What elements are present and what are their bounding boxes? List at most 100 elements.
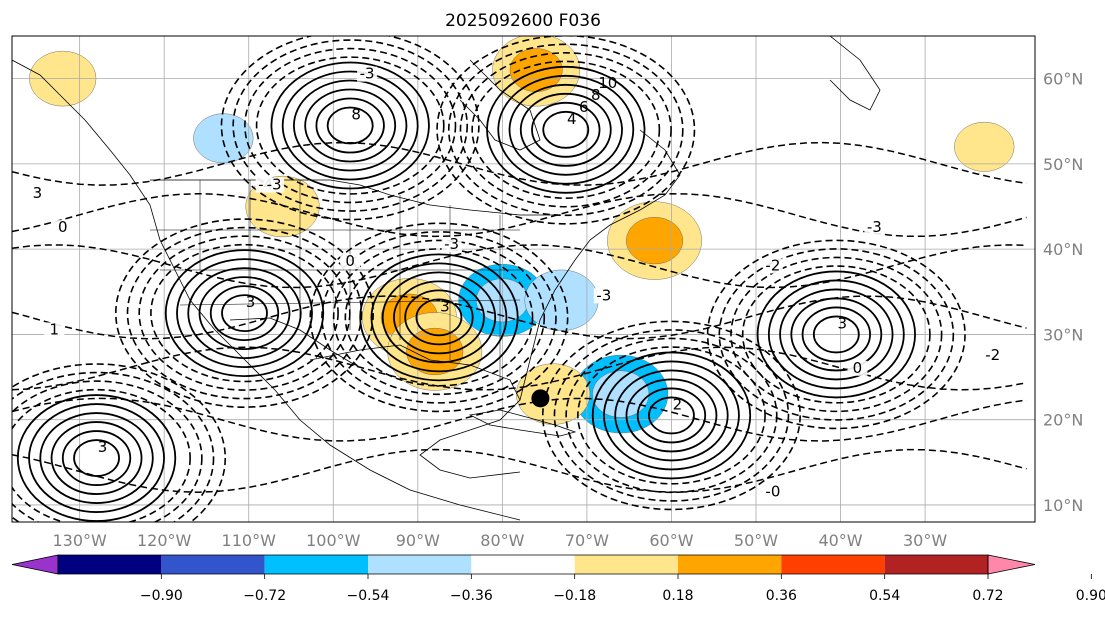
us-mexico-border bbox=[229, 317, 356, 366]
shaded-level bbox=[516, 363, 591, 425]
contour-line-dashed bbox=[126, 226, 363, 400]
contour-line-solid bbox=[531, 101, 601, 158]
markers-layer bbox=[531, 389, 550, 408]
lon-tick-label: 120°W bbox=[137, 531, 192, 550]
contour-value-label: -3 bbox=[867, 218, 882, 236]
colorbar-bin bbox=[471, 555, 575, 574]
contour-value-label: -3 bbox=[360, 65, 375, 83]
contour-line-dashed bbox=[115, 218, 374, 408]
contour-label-bg bbox=[264, 177, 285, 193]
contour-line-solid bbox=[779, 288, 894, 381]
contour-value-label: 3 bbox=[838, 314, 848, 332]
lat-tick-label: 40°N bbox=[1043, 240, 1083, 259]
contour-line-dashed bbox=[12, 448, 1027, 493]
contour-value-label: 10 bbox=[598, 74, 617, 92]
lat-tick-label: 50°N bbox=[1043, 155, 1083, 174]
colorbar-bin bbox=[161, 555, 265, 574]
contour-value-label: 0 bbox=[58, 218, 68, 236]
contour-line-solid bbox=[614, 369, 729, 462]
contour-line-solid bbox=[221, 294, 268, 333]
contour-value-label: 3 bbox=[98, 438, 108, 456]
shaded-level bbox=[626, 217, 684, 265]
contour-line-dashed bbox=[447, 43, 684, 217]
lat-tick-label: 10°N bbox=[1043, 496, 1083, 515]
storm-center-marker bbox=[531, 389, 550, 408]
contour-value-label: -2 bbox=[985, 346, 1000, 364]
contour-line-solid bbox=[315, 97, 385, 154]
contour-line-dashed bbox=[12, 388, 191, 522]
contour-line-solid bbox=[381, 271, 497, 364]
contour-line-solid bbox=[603, 360, 740, 471]
contour-line-dashed bbox=[138, 235, 351, 391]
colorbar-tick-label: −0.72 bbox=[243, 588, 286, 604]
contour-line-solid bbox=[812, 315, 860, 354]
colorbar-tick-label: 0.54 bbox=[869, 588, 900, 604]
contour-line-dashed bbox=[741, 265, 931, 404]
coastlines-and-borders bbox=[12, 36, 881, 521]
gulf-coastline bbox=[309, 344, 521, 479]
contour-lines-layer bbox=[12, 36, 1027, 522]
contour-line-dashed bbox=[730, 256, 943, 413]
contour-system bbox=[309, 222, 569, 413]
contour-system bbox=[706, 239, 966, 430]
contour-value-label: -0 bbox=[765, 482, 780, 500]
contour-label-bg bbox=[27, 186, 48, 201]
contour-line-dashed bbox=[553, 329, 790, 502]
contour-value-label: 2 bbox=[673, 395, 683, 413]
contour-line-solid bbox=[176, 258, 313, 369]
contour-system bbox=[115, 218, 374, 408]
lat-tick-label: 60°N bbox=[1043, 70, 1083, 89]
lon-tick-label: 30°W bbox=[903, 531, 947, 550]
contour-line-solid bbox=[497, 74, 635, 185]
contour-label-bg bbox=[982, 348, 1003, 363]
colorbar-bin bbox=[678, 555, 782, 574]
lon-tick-label: 60°W bbox=[649, 531, 693, 550]
contour-line-solid bbox=[16, 394, 177, 522]
contour-line-solid bbox=[486, 65, 646, 194]
shaded-anomaly-region bbox=[607, 201, 702, 280]
colorbar-tick-label: 0.90 bbox=[1076, 588, 1105, 604]
contour-line-solid bbox=[198, 276, 291, 351]
colorbar-bin bbox=[264, 555, 368, 574]
contour-line-solid bbox=[164, 249, 325, 378]
colorbar-tick-label: −0.36 bbox=[450, 588, 493, 604]
contour-line-dashed bbox=[12, 397, 1027, 442]
contour-label-bg bbox=[44, 322, 65, 338]
shaded-anomaly-region bbox=[954, 121, 1015, 172]
contour-line-solid bbox=[404, 289, 474, 346]
contour-value-label: 3 bbox=[33, 184, 43, 202]
colorbar-bin bbox=[884, 555, 988, 574]
colorbar-tick-label: 0.36 bbox=[766, 588, 797, 604]
colorbar-tick-label: −0.90 bbox=[140, 588, 183, 604]
contour-line-solid bbox=[73, 439, 120, 477]
cuba-outline bbox=[468, 409, 577, 437]
us-canada-border bbox=[150, 179, 560, 216]
latitude-tick-labels: 10°N 20°N 30°N 40°N 50°N 60°N bbox=[1043, 70, 1083, 515]
contour-line-dashed bbox=[459, 52, 672, 208]
colorbar-tick-label: 0.72 bbox=[972, 588, 1003, 604]
contour-system bbox=[436, 36, 696, 225]
contour-line-dashed bbox=[321, 231, 557, 404]
contour-line-solid bbox=[61, 430, 132, 486]
contour-label-bg bbox=[864, 220, 885, 236]
contour-line-dashed bbox=[332, 239, 546, 396]
contour-line-dashed bbox=[706, 239, 966, 430]
colorbar-tick-label: 0.18 bbox=[662, 588, 693, 604]
contour-line-solid bbox=[359, 253, 519, 382]
contour-label-bg bbox=[593, 288, 614, 304]
lon-tick-label: 100°W bbox=[306, 531, 361, 550]
contour-line-solid bbox=[326, 106, 374, 145]
lat-tick-label: 30°N bbox=[1043, 325, 1083, 344]
lon-tick-label: 80°W bbox=[480, 531, 524, 550]
lon-tick-label: 130°W bbox=[52, 531, 107, 550]
contour-value-label: 1 bbox=[49, 320, 59, 338]
contour-line-solid bbox=[508, 83, 623, 176]
contour-value-label: -3 bbox=[444, 235, 459, 253]
chart-title: 2025092600 F036 bbox=[445, 11, 601, 31]
contour-line-solid bbox=[304, 88, 397, 163]
contour-line-solid bbox=[293, 79, 408, 172]
contour-value-label: 3 bbox=[440, 297, 450, 315]
